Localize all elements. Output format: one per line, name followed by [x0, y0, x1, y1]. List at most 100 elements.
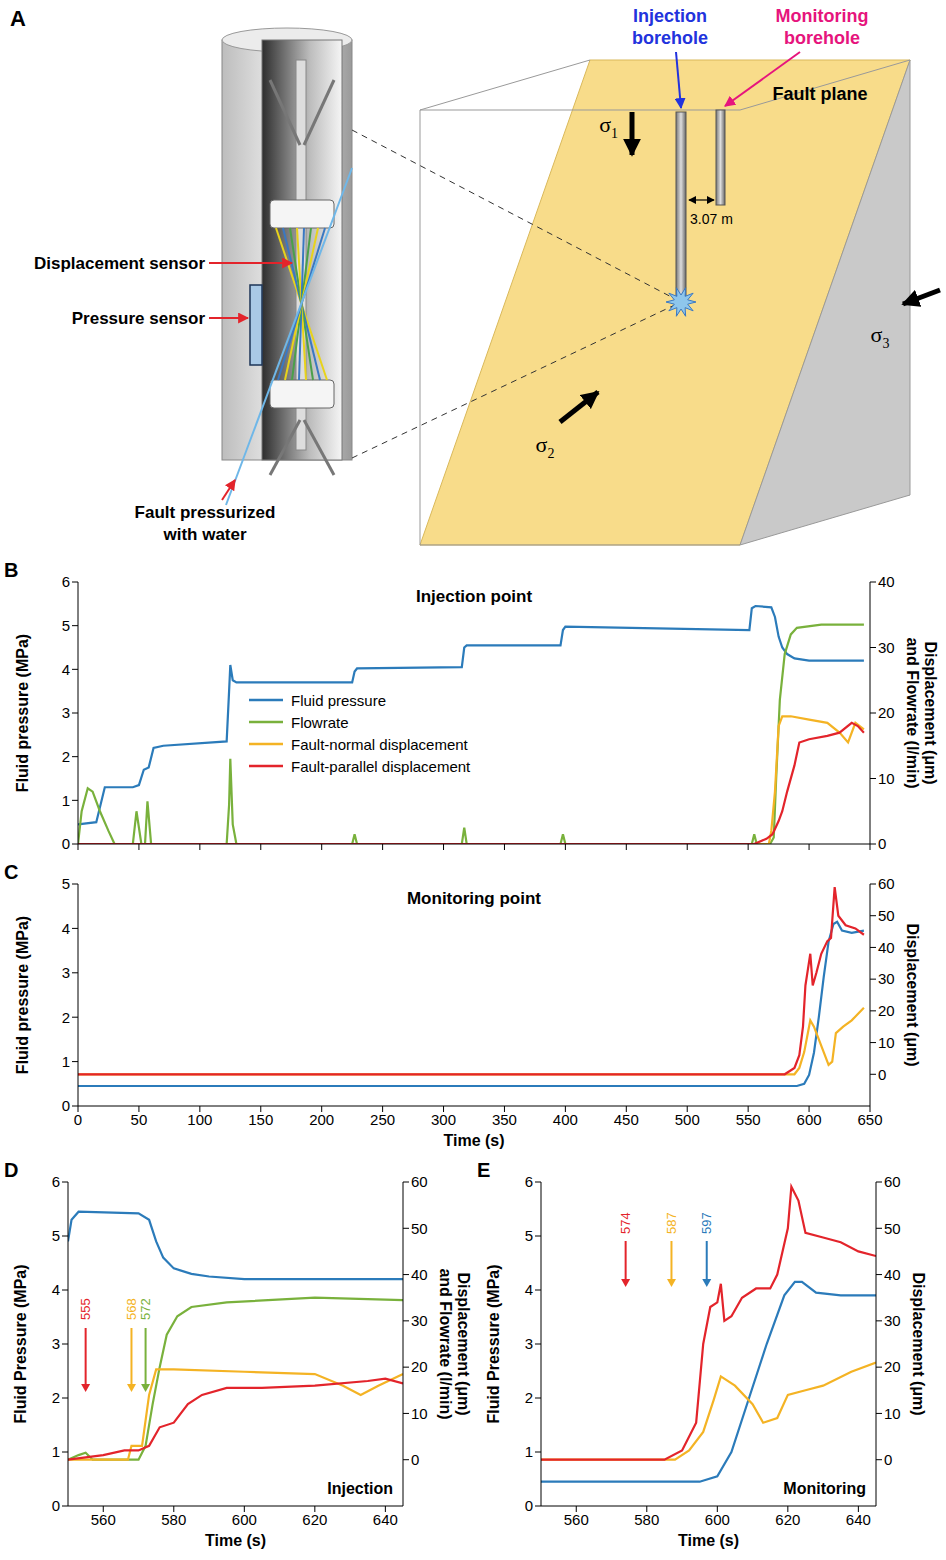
svg-text:3: 3	[62, 704, 70, 721]
svg-text:50: 50	[884, 1220, 901, 1237]
svg-text:Time (s): Time (s)	[443, 1132, 504, 1149]
svg-text:0: 0	[62, 835, 70, 852]
svg-text:10: 10	[884, 1405, 901, 1422]
svg-text:40: 40	[878, 939, 895, 956]
svg-text:Fluid pressure (MPa): Fluid pressure (MPa)	[14, 916, 31, 1074]
svg-text:borehole: borehole	[784, 28, 860, 48]
svg-text:350: 350	[492, 1111, 517, 1128]
svg-text:Fault-normal displacement: Fault-normal displacement	[291, 736, 469, 753]
svg-text:555: 555	[78, 1298, 93, 1320]
svg-text:Monitoring point: Monitoring point	[407, 889, 541, 908]
svg-text:B: B	[4, 559, 18, 581]
svg-text:σ3: σ3	[871, 322, 890, 351]
svg-text:550: 550	[736, 1111, 761, 1128]
svg-text:Time (s): Time (s)	[205, 1532, 266, 1549]
svg-text:620: 620	[302, 1511, 327, 1528]
svg-text:400: 400	[553, 1111, 578, 1128]
svg-text:Fluid Pressure (MPa): Fluid Pressure (MPa)	[12, 1264, 29, 1423]
svg-text:580: 580	[634, 1511, 659, 1528]
svg-text:10: 10	[411, 1405, 428, 1422]
svg-text:1: 1	[525, 1443, 533, 1460]
svg-text:650: 650	[857, 1111, 882, 1128]
svg-text:σ1: σ1	[599, 112, 618, 141]
svg-text:580: 580	[161, 1511, 186, 1528]
svg-text:Displacement (μm): Displacement (μm)	[922, 641, 939, 784]
svg-text:Fault-parallel displacement: Fault-parallel displacement	[291, 758, 471, 775]
svg-text:568: 568	[124, 1298, 139, 1320]
svg-text:Displacement sensor: Displacement sensor	[34, 254, 205, 273]
svg-text:E: E	[477, 1159, 490, 1181]
svg-text:5: 5	[62, 617, 70, 634]
svg-text:0: 0	[52, 1497, 60, 1514]
svg-text:1: 1	[62, 1053, 70, 1070]
svg-text:with water: with water	[162, 525, 247, 544]
svg-text:600: 600	[797, 1111, 822, 1128]
svg-text:Displacement (μm): Displacement (μm)	[455, 1272, 472, 1415]
svg-text:2: 2	[52, 1389, 60, 1406]
svg-text:4: 4	[62, 920, 70, 937]
svg-text:20: 20	[878, 1002, 895, 1019]
svg-text:6: 6	[525, 1173, 533, 1190]
svg-text:560: 560	[564, 1511, 589, 1528]
svg-text:and Flowrate (l/min): and Flowrate (l/min)	[437, 1268, 454, 1419]
svg-text:50: 50	[131, 1111, 148, 1128]
svg-text:C: C	[4, 861, 18, 883]
svg-text:5: 5	[525, 1227, 533, 1244]
svg-text:Monitoring: Monitoring	[783, 1480, 866, 1497]
svg-text:20: 20	[884, 1358, 901, 1375]
svg-text:Fluid Pressure (MPa): Fluid Pressure (MPa)	[485, 1264, 502, 1423]
svg-text:250: 250	[370, 1111, 395, 1128]
svg-text:D: D	[4, 1159, 18, 1181]
svg-text:0: 0	[884, 1451, 892, 1468]
svg-text:Displacement (μm): Displacement (μm)	[904, 923, 921, 1066]
svg-text:Injection: Injection	[327, 1480, 393, 1497]
svg-text:597: 597	[699, 1212, 714, 1234]
svg-text:10: 10	[878, 770, 895, 787]
svg-text:6: 6	[52, 1173, 60, 1190]
svg-text:Displacement (μm): Displacement (μm)	[910, 1272, 927, 1415]
svg-text:150: 150	[248, 1111, 273, 1128]
svg-text:2: 2	[62, 1009, 70, 1026]
svg-text:4: 4	[62, 661, 70, 678]
svg-text:640: 640	[373, 1511, 398, 1528]
svg-text:3: 3	[62, 964, 70, 981]
svg-text:0: 0	[62, 1097, 70, 1114]
svg-text:600: 600	[705, 1511, 730, 1528]
svg-text:50: 50	[411, 1220, 428, 1237]
svg-text:30: 30	[411, 1312, 428, 1329]
svg-text:0: 0	[878, 835, 886, 852]
svg-text:0: 0	[525, 1497, 533, 1514]
svg-text:Fault pressurized: Fault pressurized	[135, 503, 276, 522]
svg-text:30: 30	[878, 639, 895, 656]
svg-text:Fluid pressure (MPa): Fluid pressure (MPa)	[14, 634, 31, 792]
svg-text:60: 60	[878, 875, 895, 892]
svg-text:4: 4	[52, 1281, 60, 1298]
svg-text:Fluid pressure: Fluid pressure	[291, 692, 386, 709]
svg-text:40: 40	[411, 1266, 428, 1283]
svg-text:5: 5	[62, 875, 70, 892]
svg-text:640: 640	[846, 1511, 871, 1528]
svg-text:600: 600	[232, 1511, 257, 1528]
svg-text:60: 60	[411, 1173, 428, 1190]
svg-text:5: 5	[52, 1227, 60, 1244]
svg-text:574: 574	[618, 1212, 633, 1234]
svg-text:Time (s): Time (s)	[678, 1532, 739, 1549]
svg-text:3: 3	[525, 1335, 533, 1352]
svg-text:Injection point: Injection point	[416, 587, 532, 606]
svg-text:3.07 m: 3.07 m	[690, 211, 733, 227]
svg-text:10: 10	[878, 1034, 895, 1051]
svg-text:3: 3	[52, 1335, 60, 1352]
svg-text:Monitoring: Monitoring	[776, 6, 869, 26]
svg-text:1: 1	[52, 1443, 60, 1460]
svg-text:Injection: Injection	[633, 6, 707, 26]
svg-text:50: 50	[878, 907, 895, 924]
svg-text:300: 300	[431, 1111, 456, 1128]
svg-text:4: 4	[525, 1281, 533, 1298]
svg-text:30: 30	[884, 1312, 901, 1329]
svg-text:60: 60	[884, 1173, 901, 1190]
svg-text:Fault plane: Fault plane	[772, 84, 867, 104]
svg-text:500: 500	[675, 1111, 700, 1128]
svg-text:572: 572	[138, 1298, 153, 1320]
svg-text:and Flowrate (l/min): and Flowrate (l/min)	[904, 637, 921, 788]
svg-text:100: 100	[187, 1111, 212, 1128]
